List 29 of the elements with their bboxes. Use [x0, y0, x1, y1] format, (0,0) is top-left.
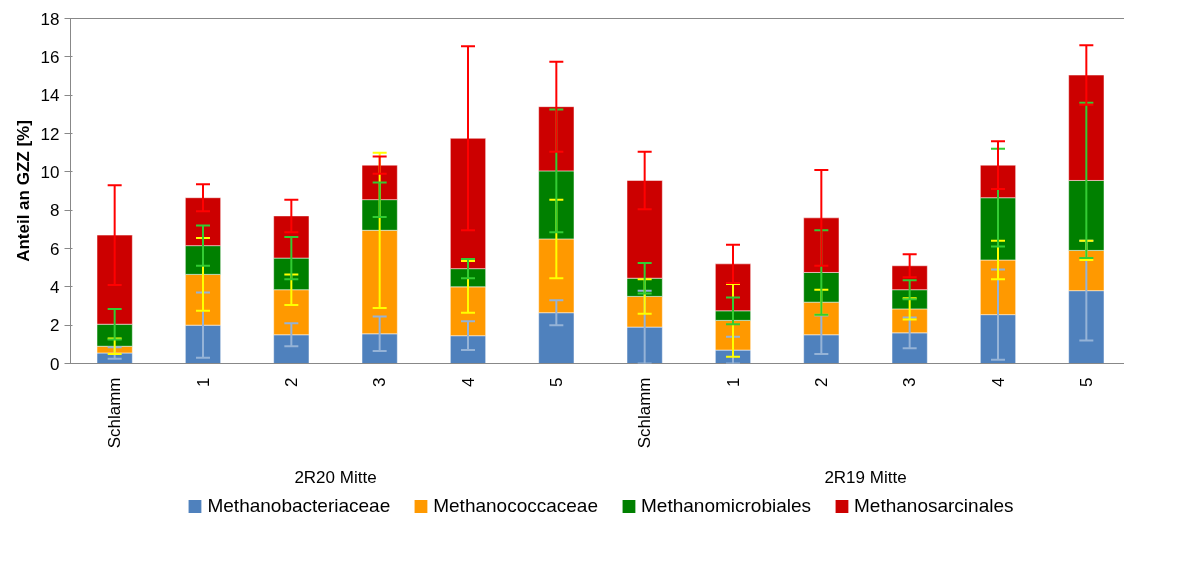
x-tick-label: 2: [811, 377, 831, 387]
x-tick-label: 1: [723, 377, 743, 387]
y-tick-label: 18: [40, 9, 60, 29]
y-tick-label: 6: [50, 239, 60, 259]
x-tick-label: 3: [900, 377, 920, 387]
x-tick-label: 5: [1076, 377, 1096, 387]
legend-label: Methanosarcinales: [854, 495, 1014, 517]
legend-label: Methanobacteriaceae: [207, 495, 391, 517]
y-tick-label: 4: [50, 277, 60, 297]
x-tick-label: Schlamm: [635, 377, 655, 449]
legend-label: Methanococcaceae: [433, 495, 599, 517]
x-tick-label: 1: [193, 377, 213, 387]
x-tick-label: 3: [370, 377, 390, 387]
x-tick-label: 4: [458, 377, 478, 387]
y-tick-label: 12: [40, 124, 60, 144]
x-tick-label: 5: [546, 377, 566, 387]
text: 2R19 Mitte: [824, 467, 907, 487]
y-tick-label: 0: [50, 354, 60, 374]
y-tick-label: 10: [40, 162, 60, 182]
y-tick-label: 14: [40, 86, 60, 106]
x-tick-label: 4: [988, 377, 1008, 387]
y-axis-title: Anteil an GZZ [%]: [13, 120, 33, 262]
x-tick-label: 2: [281, 377, 301, 387]
y-tick-label: 8: [50, 201, 60, 221]
legend-label: Methanomicrobiales: [641, 495, 812, 517]
y-tick-label: 2: [50, 316, 60, 336]
x-tick-label: Schlamm: [105, 377, 125, 449]
y-tick-label: 16: [40, 47, 60, 67]
text: 2R20 Mitte: [294, 467, 377, 487]
